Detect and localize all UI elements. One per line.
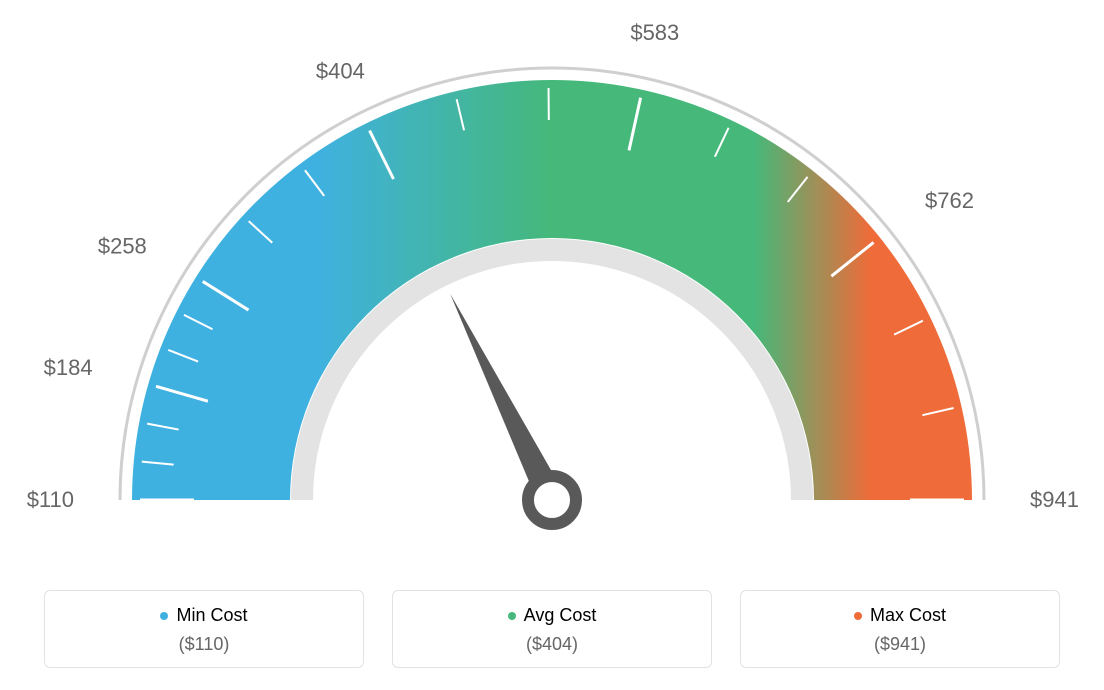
legend-card-max: Max Cost ($941) (740, 590, 1060, 668)
legend-dot-avg (508, 612, 516, 620)
legend-dot-min (160, 612, 168, 620)
gauge-chart: $110 $184 $258 $404 $583 $762 $941 (0, 0, 1104, 560)
legend-label-avg: Avg Cost (524, 605, 597, 626)
gauge-hub (528, 476, 576, 524)
gauge-tick-label: $762 (925, 188, 974, 213)
gauge-svg: $110 $184 $258 $404 $583 $762 $941 (0, 0, 1104, 560)
legend-label-min: Min Cost (176, 605, 247, 626)
gauge-tick-label: $583 (630, 20, 679, 45)
gauge-tick-label: $941 (1030, 487, 1079, 512)
gauge-tick-label: $184 (44, 355, 93, 380)
gauge-tick-label: $110 (27, 487, 74, 512)
legend-card-min: Min Cost ($110) (44, 590, 364, 668)
legend-title-min: Min Cost (160, 605, 247, 626)
legend-dot-max (854, 612, 862, 620)
gauge-tick-label: $404 (316, 58, 365, 83)
legend-value-avg: ($404) (403, 634, 701, 655)
legend-title-max: Max Cost (854, 605, 946, 626)
legend-label-max: Max Cost (870, 605, 946, 626)
legend-value-min: ($110) (55, 634, 353, 655)
gauge-tick-label: $258 (98, 233, 147, 258)
legend-value-max: ($941) (751, 634, 1049, 655)
legend-card-avg: Avg Cost ($404) (392, 590, 712, 668)
legend-row: Min Cost ($110) Avg Cost ($404) Max Cost… (0, 590, 1104, 668)
legend-title-avg: Avg Cost (508, 605, 597, 626)
